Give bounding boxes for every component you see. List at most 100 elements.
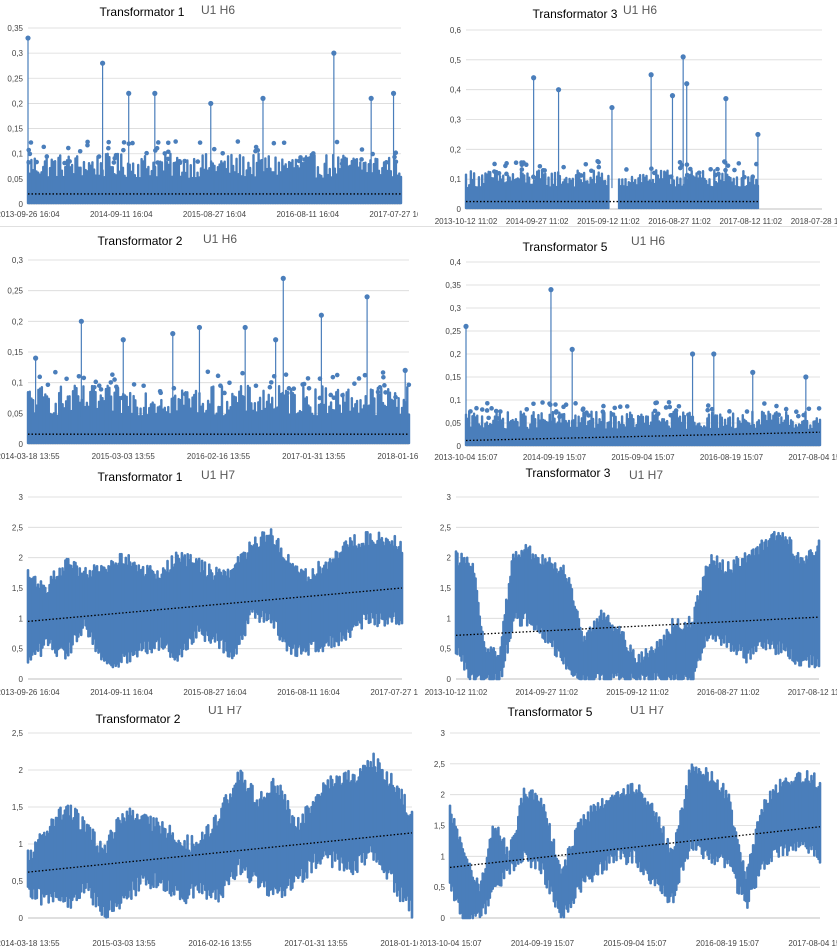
- x-tick-label: 2015-09-04 15:07: [603, 939, 667, 948]
- data-point: [794, 409, 799, 415]
- y-tick-label: 0,3: [450, 304, 462, 313]
- data-point: [393, 159, 399, 165]
- spike-point: [531, 75, 537, 81]
- data-point: [281, 140, 287, 146]
- x-tick-label: 2013-10-04 15:07: [420, 939, 482, 948]
- y-tick-label: 0,35: [7, 24, 23, 33]
- data-point: [218, 383, 223, 388]
- x-tick-label: 2013-10-12 11:02: [435, 217, 498, 225]
- chart-subtitle: U1 H6: [203, 232, 237, 246]
- data-point: [393, 150, 399, 156]
- chart-subtitle: U1 H6: [201, 3, 235, 17]
- chart-svg: Transformator 2 U1 H7 0 0,5 1 1,5 2 2,5 2014-03-…: [0, 706, 418, 948]
- y-tick-label: 3: [19, 493, 24, 502]
- data-point: [617, 404, 623, 409]
- data-point: [291, 386, 297, 391]
- data-point: [177, 160, 183, 166]
- series-marks: [26, 275, 412, 445]
- chart-transformator-2-h6: Transformator 2 U1 H6 0 0,05 0,1 0,15 0,2 0,25 0…: [0, 228, 418, 465]
- y-tick-label: 0: [457, 442, 462, 451]
- x-tick-label: 2016-08-27 11:02: [697, 688, 760, 697]
- data-point: [157, 388, 163, 394]
- chart-transformator-5-h6: Transformator 5 U1 H6 0 0,05 0,1 0,15 0,2 0,25 0…: [420, 228, 837, 465]
- data-point: [268, 380, 274, 385]
- data-point: [27, 151, 33, 157]
- x-tick-label: 2017-07-27 16:04: [370, 688, 418, 697]
- data-point: [666, 400, 672, 405]
- y-tick-label: 1: [441, 852, 446, 861]
- data-point: [610, 412, 615, 417]
- data-point: [26, 160, 31, 165]
- spike-point: [689, 351, 696, 357]
- data-point: [205, 369, 211, 375]
- data-point: [557, 414, 562, 420]
- y-tick-label: 0,3: [450, 116, 462, 125]
- data-point: [121, 140, 127, 145]
- x-tick-label: 2017-07-27 16:04: [369, 210, 418, 219]
- data-point: [359, 157, 364, 162]
- y-tick-label: 0,05: [445, 419, 461, 428]
- y-tick-label: 2: [441, 791, 446, 800]
- spike-point: [555, 87, 562, 93]
- data-point: [41, 144, 47, 150]
- data-point: [600, 409, 606, 415]
- series-marks: [448, 763, 822, 920]
- data-point: [121, 147, 126, 153]
- data-point: [81, 375, 87, 381]
- data-point: [271, 140, 277, 146]
- data-point: [96, 383, 102, 388]
- data-point: [668, 412, 674, 418]
- spike-point: [402, 367, 408, 373]
- y-tick-label: 0,1: [450, 175, 462, 184]
- data-point: [715, 166, 720, 172]
- data-point: [301, 381, 307, 387]
- data-point: [328, 392, 334, 398]
- x-tick-label: 2016-02-16 13:55: [187, 452, 251, 461]
- x-tick-label: 2017-01-31 13:55: [282, 452, 346, 461]
- spike-point: [723, 96, 729, 102]
- chart-transformator-5-h7: Transformator 5 U1 H7 0 0,5 1 1,5 2 2,5 3 2013-10…: [420, 706, 837, 949]
- data-point: [267, 384, 273, 390]
- data-point: [561, 164, 566, 170]
- chart-title: Transformator 2: [96, 712, 181, 726]
- y-tick-label: 0,2: [450, 350, 462, 359]
- y-tick-label: 1,5: [12, 584, 24, 593]
- data-point: [727, 409, 732, 414]
- data-point: [334, 372, 340, 378]
- data-point: [141, 383, 146, 389]
- y-tick-label: 2: [19, 554, 24, 563]
- y-tick-label: 0,2: [12, 317, 24, 326]
- data-point: [44, 154, 50, 159]
- data-point: [673, 408, 679, 413]
- data-point: [696, 170, 702, 176]
- data-point: [504, 161, 509, 166]
- data-point: [53, 369, 58, 375]
- spike-point: [755, 131, 761, 138]
- data-point: [104, 394, 110, 399]
- data-point: [93, 379, 99, 385]
- data-point: [305, 376, 311, 381]
- data-point: [479, 407, 485, 412]
- x-tick-label: 2013-09-26 16:04: [0, 688, 60, 697]
- x-tick-label: 2017-01-31 13:55: [284, 939, 348, 948]
- y-tick-label: 0,05: [7, 409, 23, 418]
- x-tick-label: 2013-09-26 16:04: [0, 210, 60, 219]
- data-point: [67, 159, 72, 164]
- x-tick-label: 2015-08-27 16:04: [183, 688, 247, 697]
- data-point: [493, 408, 499, 414]
- spike-point: [368, 95, 374, 101]
- data-point: [162, 151, 168, 156]
- data-point: [34, 159, 39, 165]
- data-point: [85, 142, 90, 148]
- y-tick-label: 0: [19, 440, 24, 449]
- data-point: [92, 385, 97, 390]
- series-marks: [26, 752, 414, 919]
- row-divider: [0, 226, 837, 227]
- x-tick-label: 2014-03-18 13:55: [0, 939, 60, 948]
- data-point: [677, 165, 683, 171]
- data-point: [285, 390, 290, 396]
- spike-point: [100, 60, 106, 66]
- spike-point: [569, 346, 575, 352]
- data-point: [85, 139, 90, 145]
- x-tick-label: 2018-01-16 13:55: [380, 939, 418, 948]
